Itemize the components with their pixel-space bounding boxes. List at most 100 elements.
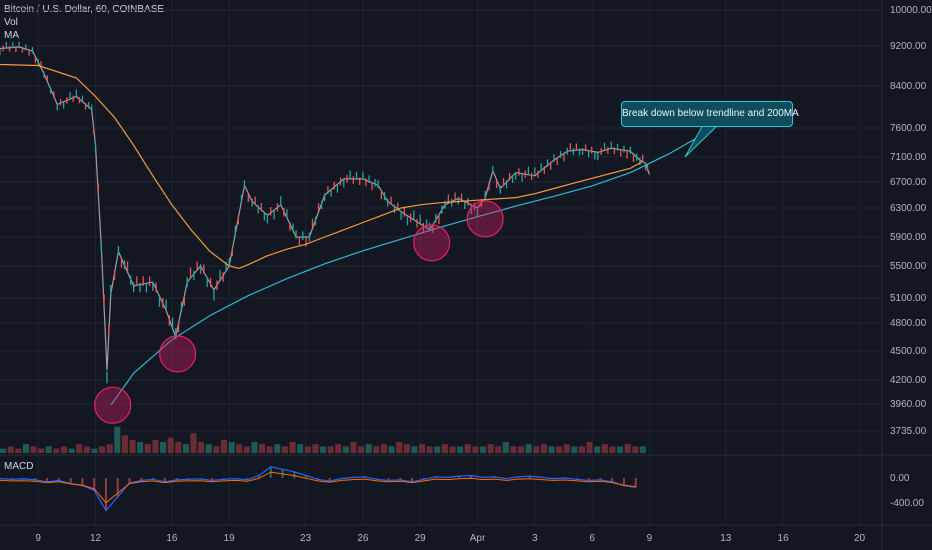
ma-indicator-label[interactable]: MA — [4, 30, 19, 41]
highlight-circle — [94, 386, 132, 424]
volume-bars — [0, 426, 646, 453]
volume-bar — [517, 446, 525, 453]
volume-bar — [487, 444, 494, 453]
volume-bar — [434, 446, 441, 453]
price-tick-label: 5900.00 — [890, 232, 927, 243]
volume-bar — [60, 446, 68, 453]
time-tick-label: 12 — [90, 533, 102, 544]
time-tick-label: 6 — [589, 533, 595, 544]
price-tick-label: 6300.00 — [890, 203, 927, 214]
volume-bar — [251, 442, 258, 453]
volume-bar — [624, 444, 631, 453]
volume-bar — [258, 444, 266, 453]
volume-bar — [7, 446, 14, 453]
volume-bar — [380, 444, 387, 453]
volume-bar — [266, 446, 273, 453]
price-tick-label: 6700.00 — [890, 177, 927, 188]
volume-bar — [449, 446, 456, 453]
volume-bar — [137, 442, 144, 453]
volume-bar — [388, 446, 395, 453]
volume-bar — [632, 446, 639, 453]
volume-bar — [548, 446, 555, 453]
volume-bar — [198, 442, 205, 453]
volume-bar — [281, 446, 288, 453]
volume-bar — [403, 444, 410, 453]
volume-bar — [297, 444, 304, 453]
volume-bar — [586, 442, 593, 453]
volume-bar — [457, 446, 464, 453]
price-series — [0, 41, 650, 384]
volume-bar — [418, 444, 426, 453]
volume-bar — [45, 446, 52, 453]
volume-bar — [639, 446, 646, 453]
signal-line — [0, 471, 636, 504]
highlight-circle — [466, 200, 504, 238]
time-tick-label: 23 — [300, 533, 312, 544]
volume-bar — [441, 444, 448, 453]
volume-bar — [578, 446, 586, 453]
volume-bar — [426, 446, 433, 453]
price-line — [0, 46, 650, 371]
volume-bar — [22, 444, 29, 453]
volume-bar — [540, 444, 547, 453]
volume-bar — [68, 448, 75, 453]
volume-bar — [373, 446, 380, 453]
macd-indicator-label[interactable]: MACD — [4, 461, 34, 472]
volume-bar — [129, 439, 136, 453]
price-tick-label: 4500.00 — [890, 346, 927, 357]
volume-bar — [175, 442, 182, 453]
volume-bar — [556, 446, 563, 453]
price-tick-label: 3960.00 — [890, 399, 927, 410]
volume-bar — [274, 444, 281, 453]
volume-bar — [342, 446, 349, 453]
volume-bar — [53, 448, 60, 453]
macd-tick-label: -400.00 — [890, 498, 924, 509]
time-tick-label: 16 — [166, 533, 178, 544]
volume-bar — [396, 442, 403, 453]
volume-bar — [533, 446, 540, 453]
volume-bar — [502, 442, 509, 453]
overlay-lines — [0, 63, 720, 406]
price-tick-label: 7600.00 — [890, 123, 927, 134]
time-tick-label: 3 — [532, 533, 538, 544]
volume-bar — [114, 426, 121, 453]
volume-bar — [144, 444, 151, 453]
axes: 10000.009200.008400.007600.007100.006700… — [35, 5, 932, 544]
volume-bar — [563, 444, 570, 453]
volume-bar — [99, 446, 106, 453]
volume-indicator-label[interactable]: Vol — [4, 17, 18, 28]
macd-tick-label: 0.00 — [890, 473, 910, 484]
highlight-circle — [159, 335, 197, 373]
volume-bar — [495, 446, 502, 453]
volume-bar — [159, 442, 167, 453]
volume-bar — [365, 444, 372, 453]
price-tick-label: 8400.00 — [890, 81, 927, 92]
time-tick-label: 9 — [35, 533, 41, 544]
volume-bar — [327, 446, 334, 453]
price-tick-label: 7100.00 — [890, 152, 927, 163]
volume-bar — [91, 448, 98, 453]
volume-bar — [312, 444, 319, 453]
volume-bar — [220, 439, 228, 453]
volume-bar — [594, 446, 601, 453]
macd-line — [0, 466, 636, 512]
volume-bar — [213, 446, 220, 453]
volume-bar — [205, 444, 212, 453]
volume-bar — [83, 446, 90, 453]
macd-pane — [0, 466, 637, 512]
time-tick-label: 26 — [357, 533, 369, 544]
volume-bar — [411, 446, 418, 453]
volume-bar — [182, 444, 189, 453]
volume-bar — [167, 437, 174, 453]
volume-bar — [15, 448, 22, 453]
highlight-circles — [94, 200, 504, 424]
volume-bar — [190, 433, 197, 453]
time-tick-label: 9 — [647, 533, 653, 544]
time-tick-label: 19 — [224, 533, 236, 544]
price-tick-label: 4200.00 — [890, 375, 927, 386]
price-tick-label: 5100.00 — [890, 293, 927, 304]
volume-bar — [601, 444, 608, 453]
time-tick-label: 20 — [854, 533, 866, 544]
